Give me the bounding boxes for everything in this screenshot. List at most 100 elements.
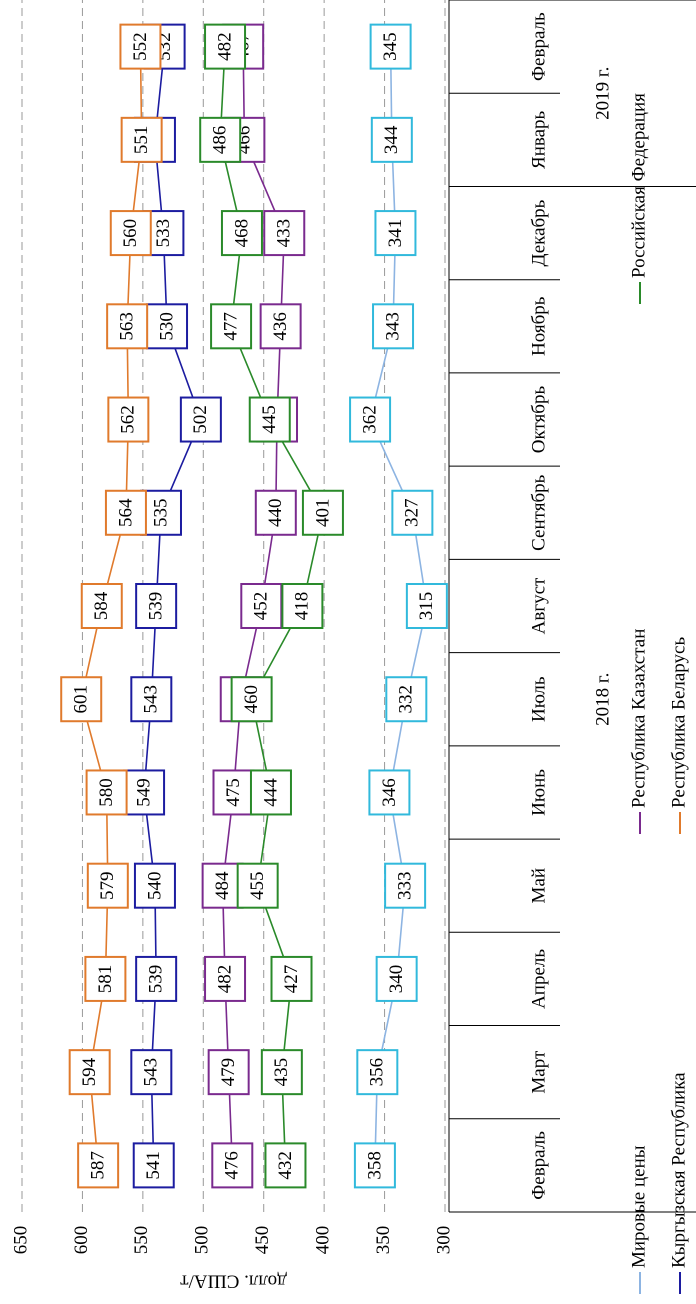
value-box xyxy=(133,862,176,909)
data-label: 482 xyxy=(214,32,235,61)
legend-label: Российская Федерация xyxy=(628,93,649,278)
x-tick-label: Сентябрь xyxy=(528,474,549,550)
data-label: 530 xyxy=(156,312,177,341)
data-label: 468 xyxy=(231,219,252,248)
x-tick-label: Март xyxy=(528,1050,549,1094)
value-box xyxy=(281,583,324,629)
x-tick-label: Февраль xyxy=(528,1131,549,1200)
data-label: 433 xyxy=(274,219,295,248)
x-tick-label: Февраль xyxy=(528,12,549,81)
value-box xyxy=(369,23,412,70)
value-box xyxy=(356,1049,399,1096)
value-box xyxy=(368,769,411,816)
data-label: 587 xyxy=(87,1151,108,1180)
data-label: 482 xyxy=(214,965,235,994)
data-label: 475 xyxy=(223,778,244,807)
value-box xyxy=(135,955,178,1002)
data-label: 543 xyxy=(141,1058,162,1087)
value-box xyxy=(270,955,313,1002)
data-label: 356 xyxy=(367,1058,388,1087)
y-tick-label: 650 xyxy=(10,1226,31,1255)
data-label: 340 xyxy=(386,965,407,994)
y-axis-title: долл. США/т xyxy=(180,1271,287,1292)
x-tick-label: Январь xyxy=(528,110,549,168)
value-box xyxy=(107,396,150,443)
value-box xyxy=(301,489,344,536)
value-box xyxy=(109,210,152,257)
data-label: 486 xyxy=(210,126,231,155)
data-label: 345 xyxy=(380,32,401,61)
data-label: 479 xyxy=(218,1058,239,1087)
value-box xyxy=(405,583,448,629)
value-box xyxy=(207,1049,250,1096)
data-label: 539 xyxy=(146,965,167,994)
data-label: 477 xyxy=(220,312,241,341)
value-box xyxy=(375,955,418,1002)
value-box xyxy=(84,955,127,1002)
data-label: 455 xyxy=(247,871,268,900)
y-tick-label: 450 xyxy=(252,1226,273,1255)
data-label: 502 xyxy=(190,405,211,434)
value-box xyxy=(135,583,178,629)
value-box xyxy=(68,1049,111,1096)
y-tick-label: 350 xyxy=(373,1226,394,1255)
value-box xyxy=(130,1049,173,1096)
x-tick-label: Декабрь xyxy=(528,199,549,266)
value-box xyxy=(374,210,417,257)
value-box xyxy=(179,396,222,443)
value-box xyxy=(132,1142,175,1189)
data-label: 452 xyxy=(251,592,272,621)
legend-label: Республика Казахстан xyxy=(628,629,649,808)
value-box xyxy=(80,583,123,629)
value-box xyxy=(130,676,173,723)
data-label: 358 xyxy=(364,1151,385,1180)
legend-label: Республика Беларусь xyxy=(668,637,689,808)
value-box xyxy=(220,210,263,257)
data-label: 560 xyxy=(120,219,141,248)
value-box xyxy=(86,862,129,909)
data-label: 552 xyxy=(130,32,151,61)
value-box xyxy=(260,1049,303,1096)
value-box xyxy=(60,676,103,723)
value-box xyxy=(120,116,163,163)
value-box xyxy=(263,210,306,257)
x-tick-label: Июль xyxy=(528,676,549,722)
data-label: 435 xyxy=(271,1058,292,1087)
legend-label: Мировые цены xyxy=(628,1145,649,1268)
value-box xyxy=(349,396,392,443)
x-tick-label: Октябрь xyxy=(528,386,549,454)
data-label: 484 xyxy=(212,871,233,900)
rotated-chart: 300 350 400 450 500 550 600 650 долл. США/т Февра… xyxy=(10,0,696,1294)
value-box xyxy=(372,303,415,350)
value-box xyxy=(85,769,128,816)
value-box xyxy=(104,489,147,536)
y-tick-label: 400 xyxy=(313,1226,334,1255)
value-box xyxy=(385,676,428,723)
value-box xyxy=(210,303,253,350)
data-label: 341 xyxy=(385,219,406,248)
value-box xyxy=(211,1142,254,1189)
value-box xyxy=(384,862,427,909)
x-tick-label: Ноябрь xyxy=(528,296,549,356)
data-label: 579 xyxy=(97,871,118,900)
y-tick-label: 300 xyxy=(433,1226,454,1255)
data-label: 580 xyxy=(96,778,117,807)
data-label: 539 xyxy=(146,592,167,621)
data-label: 562 xyxy=(118,405,139,434)
data-label: 440 xyxy=(265,499,286,528)
x-tick-label: Май xyxy=(528,868,549,904)
year-label: 2018 г. xyxy=(592,673,613,726)
value-box xyxy=(264,1142,307,1189)
data-label: 333 xyxy=(394,871,415,900)
data-label: 436 xyxy=(270,312,291,341)
data-label: 540 xyxy=(144,871,165,900)
data-label: 563 xyxy=(117,312,138,341)
data-label: 543 xyxy=(141,685,162,714)
data-label: 444 xyxy=(260,778,281,807)
data-label: 315 xyxy=(416,592,437,621)
year-label: 2019 г. xyxy=(592,67,613,120)
value-box xyxy=(236,862,279,909)
data-label: 346 xyxy=(379,778,400,807)
data-label: 432 xyxy=(275,1151,296,1180)
data-label: 581 xyxy=(95,965,116,994)
